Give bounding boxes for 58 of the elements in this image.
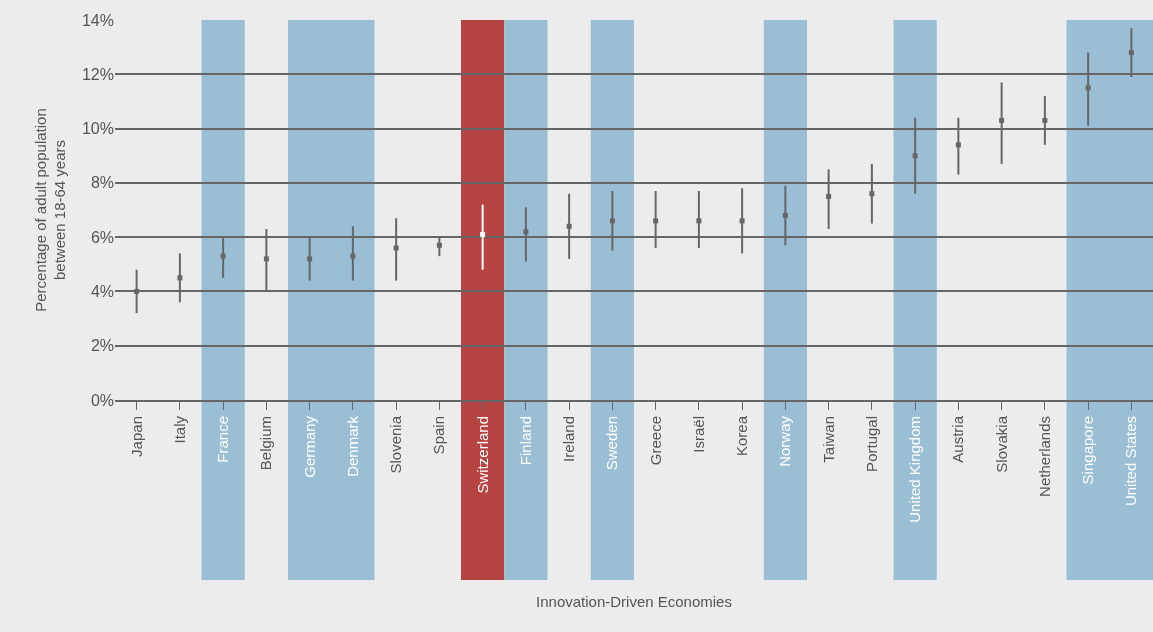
x-tick-label: Finland (516, 416, 534, 466)
y-tick-label: 10% (81, 120, 114, 138)
y-tick-label: 0% (90, 391, 114, 409)
point (999, 117, 1005, 123)
x-tick-label: United Kingdom (906, 416, 924, 523)
point (955, 142, 961, 148)
x-tick-label: Korea (733, 415, 751, 457)
y-tick-label: 14% (81, 11, 114, 29)
x-axis-title: Innovation-Driven Economies (536, 593, 732, 611)
point (220, 253, 226, 259)
x-tick-label: Greece (646, 416, 664, 466)
point (1128, 50, 1134, 56)
y-axis-title: Percentage of adult population between 18-64 years (31, 108, 69, 312)
x-tick-label: Japan (127, 416, 145, 457)
point (782, 212, 788, 218)
x-tick-label: Ireland (560, 416, 578, 462)
x-tick-label: Slovenia (387, 415, 405, 474)
x-tick-label: Austria (949, 415, 967, 463)
point (609, 218, 615, 224)
point (523, 229, 529, 235)
x-tick-label: Portugal (862, 416, 880, 472)
point (134, 288, 140, 294)
x-tick-label: Sweden (603, 416, 621, 471)
x-tick-label: Norway (776, 415, 794, 467)
point (393, 245, 399, 251)
point (1042, 117, 1048, 123)
x-tick-label: Taiwan (819, 416, 837, 463)
point (177, 275, 183, 281)
x-tick-label: Singapore (1079, 416, 1097, 485)
x-tick-label: Germany (300, 415, 318, 478)
point (566, 223, 572, 229)
point (350, 253, 356, 259)
x-tick-label: Denmark (343, 415, 361, 477)
point (653, 218, 659, 224)
point (826, 193, 832, 199)
point (263, 256, 269, 262)
y-tick-label: 12% (81, 65, 114, 83)
x-tick-label: Slovakia (992, 415, 1010, 473)
point (307, 256, 313, 262)
point (696, 218, 702, 224)
x-tick-label: Italy (170, 415, 188, 444)
y-tick-label: 8% (90, 174, 114, 192)
point (436, 242, 442, 248)
x-tick-label: Belgium (257, 416, 275, 471)
point (1085, 85, 1091, 91)
x-tick-label: France (214, 416, 232, 463)
x-tick-label: Spain (430, 416, 448, 455)
x-tick-label: United States (1122, 416, 1140, 507)
point (480, 231, 486, 237)
point (739, 218, 745, 224)
point (869, 191, 875, 197)
y-tick-label: 2% (90, 337, 114, 355)
y-tick-label: 4% (90, 283, 114, 301)
x-tick-label: Israël (689, 416, 707, 453)
point (912, 153, 918, 159)
x-tick-label: Netherlands (1035, 416, 1053, 497)
y-tick-label: 6% (90, 228, 114, 246)
x-tick-label: Switzerland (473, 416, 491, 494)
